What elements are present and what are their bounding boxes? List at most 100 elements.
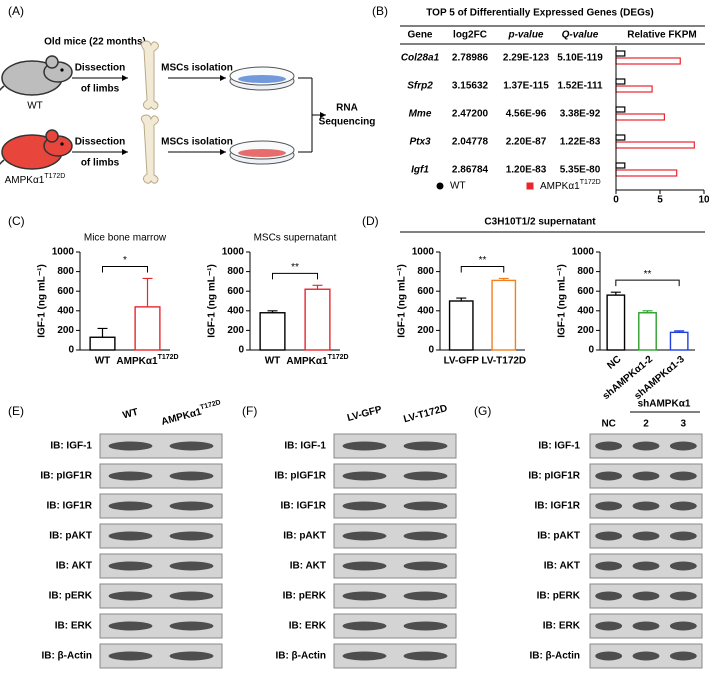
row-label: IB: pERK [283, 591, 327, 602]
row-label: IB: IGF1R [280, 501, 326, 512]
error-bar [498, 277, 509, 281]
y-tick-label: 800 [227, 266, 244, 277]
row-label: IB: IGF-1 [284, 441, 326, 452]
x-tick-label: 0 [613, 195, 619, 206]
x-tick-label: WT [95, 356, 111, 367]
blot-band [108, 621, 153, 631]
blot-band [403, 651, 448, 661]
blot-band [169, 531, 214, 541]
significance-bracket [460, 265, 505, 273]
row-label: IB: AKT [290, 561, 326, 572]
error-bar [142, 277, 153, 307]
blot-band [595, 471, 623, 481]
row-label: IB: pAKT [283, 531, 326, 542]
x-tick-label: LV-GFP [444, 356, 480, 367]
y-tick-label: 600 [577, 286, 594, 297]
y-tick-label: 400 [577, 305, 594, 316]
blot-band [669, 441, 697, 451]
table-cell: 2.20E-87 [506, 137, 547, 148]
mouse-eye [60, 142, 64, 146]
blot-band [108, 501, 153, 511]
blot-band [632, 651, 660, 661]
row-label: IB: IGF-1 [538, 441, 580, 452]
text-sup: T172D [44, 173, 65, 180]
mouse-eye [60, 68, 64, 72]
table-header: Gene [407, 30, 432, 41]
chart-title: MSCs supernatant [254, 233, 337, 244]
row-label: IB: pIGF1R [528, 471, 580, 482]
blot-band [595, 501, 623, 511]
blot-band [669, 471, 697, 481]
y-tick-label: 0 [68, 345, 74, 356]
bar [615, 78, 626, 85]
y-axis-label: IGF-1 (ng mL⁻¹) [557, 264, 568, 338]
panel-label: (B) [372, 4, 388, 18]
table-cell: 3.15632 [452, 81, 489, 92]
text-main: AMPKα1 [5, 175, 45, 186]
text-sup: T172D [580, 179, 601, 186]
blot-band [108, 531, 153, 541]
y-axis-label: IGF-1 (ng mL⁻¹) [397, 264, 408, 338]
column-label: LV-T172D [402, 403, 448, 425]
table-cell: 1.22E-83 [560, 137, 601, 148]
step-label: of limbs [81, 84, 120, 95]
blot-band [595, 531, 623, 541]
y-tick-label: 1000 [52, 247, 75, 258]
bar [89, 336, 116, 351]
error-bar [674, 330, 685, 333]
x-tick-label: LV-T172D [481, 356, 526, 367]
bar [615, 169, 678, 177]
blot-band [403, 471, 448, 481]
text-sup: T172D [158, 354, 179, 361]
blot-band [342, 591, 387, 601]
table-cell: 3.38E-92 [560, 109, 601, 120]
bar [638, 312, 657, 351]
row-label: IB: IGF-1 [50, 441, 92, 452]
column-label: WT [122, 407, 140, 422]
mouse-ear [45, 129, 59, 143]
x-tick-label: NC [605, 354, 623, 372]
text-sup: T172D [328, 354, 349, 361]
blot-band [632, 591, 660, 601]
y-tick-label: 0 [428, 345, 434, 356]
blot-band [169, 471, 214, 481]
error-bar [642, 310, 653, 313]
row-label: IB: AKT [56, 561, 92, 572]
row-label: IB: β-Actin [41, 651, 92, 662]
mouse-tail [0, 159, 5, 166]
y-tick-label: 0 [238, 345, 244, 356]
panel-label: (E) [8, 404, 24, 418]
y-tick-label: 200 [227, 325, 244, 336]
table-cell: Mme [409, 109, 432, 120]
bar [615, 162, 626, 169]
row-label: IB: pIGF1R [274, 471, 326, 482]
table-cell: Sfrp2 [407, 81, 433, 92]
bar [615, 50, 626, 57]
column-label: LV-GFP [346, 404, 383, 424]
table-cell: 5.35E-80 [560, 165, 601, 176]
blot-band [595, 651, 623, 661]
blot-band [342, 531, 387, 541]
bar [134, 306, 161, 351]
row-label: IB: IGF1R [46, 501, 92, 512]
y-tick-label: 400 [227, 305, 244, 316]
blot-band [632, 531, 660, 541]
bar [615, 113, 666, 121]
blot-band [108, 441, 153, 451]
bar [615, 134, 626, 141]
y-axis-label: IGF-1 (ng mL⁻¹) [207, 264, 218, 338]
bar [669, 331, 689, 351]
panel-label: (G) [474, 404, 491, 418]
bar [615, 141, 695, 149]
bar [259, 312, 286, 351]
legend-marker [436, 182, 444, 190]
row-label: IB: ERK [55, 621, 93, 632]
y-tick-label: 600 [417, 286, 434, 297]
text-main: AMPKα1 [160, 406, 203, 427]
bar [615, 57, 681, 65]
blot-band [169, 501, 214, 511]
table-cell: 2.47200 [452, 109, 489, 120]
significance: ** [479, 255, 487, 266]
row-label: IB: AKT [544, 561, 580, 572]
blot-band [342, 501, 387, 511]
